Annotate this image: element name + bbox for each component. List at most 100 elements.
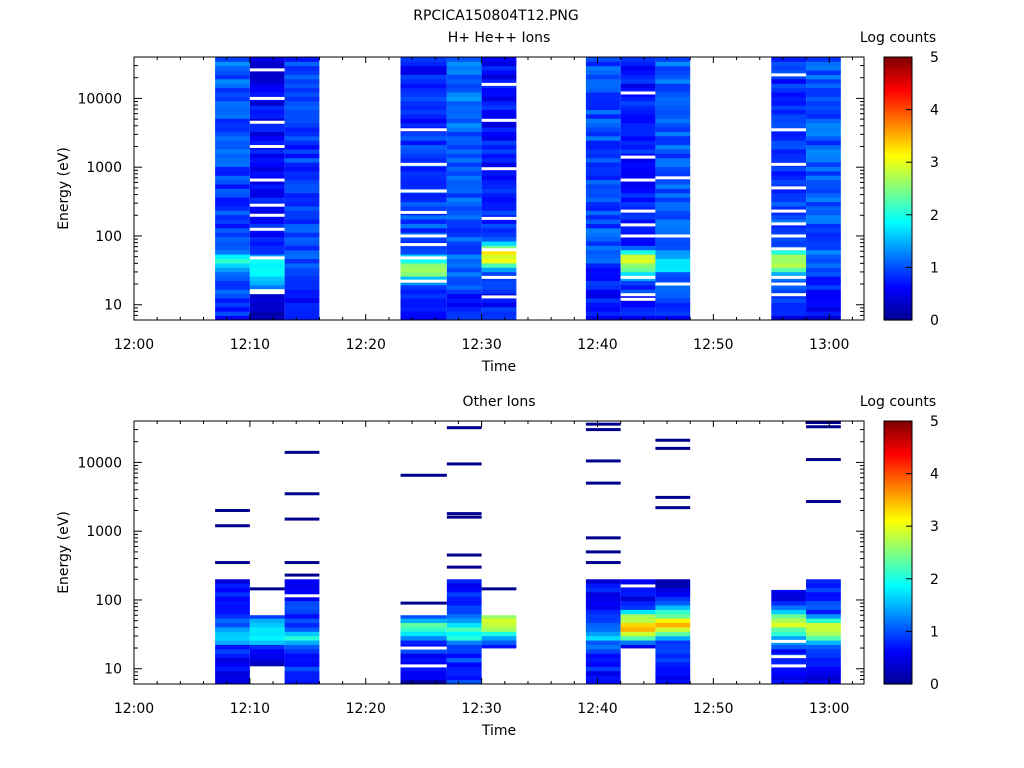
data-cell [215,214,250,220]
data-cell [771,179,807,185]
colorbar-cell [884,201,912,205]
data-cell [400,245,447,251]
data-cell [806,276,841,281]
data-line [215,561,250,565]
data-cell [806,284,841,290]
colorbar-cell [884,93,912,98]
colorbar-cell [884,235,912,240]
data-cell [446,140,482,146]
colorbar-cell [884,156,912,161]
data-cell [620,644,656,649]
data-cell [806,118,841,124]
data-cell [446,635,482,641]
data-cell [585,622,621,628]
data-cell [620,144,656,150]
data-cell [806,197,841,203]
data-cell [620,306,656,312]
colorbar-cell [884,623,912,627]
y-tick-label: 10 [104,662,122,678]
data-cell [806,70,841,75]
data-cell [400,192,447,198]
data-cell [585,153,621,159]
data-cell [806,131,841,137]
data-cell [446,227,482,233]
data-cell [620,96,656,102]
colorbar-cell [884,117,912,121]
colorbar-cell [884,552,912,556]
data-cell [284,298,320,303]
data-cell [481,206,517,211]
data-gap [620,155,656,159]
data-cell [655,188,691,194]
data-cell [655,583,691,588]
data-cell [806,298,841,303]
data-gap [771,222,807,226]
data-cell [284,109,320,115]
data-cell [446,118,482,124]
data-cell [215,583,250,588]
colorbar-cell [884,70,912,74]
data-cell [585,267,621,273]
data-cell [620,280,656,286]
data-cell [585,57,621,62]
data-cell [400,175,447,181]
data-cell [400,214,447,220]
colorbar-cell [884,557,912,561]
y-axis-label: Energy (eV) [56,147,72,230]
data-cell [806,627,841,632]
data-cell [585,306,621,312]
data-cell [215,293,250,299]
data-cell [446,258,482,264]
data-cell [481,57,517,62]
data-cell [806,227,841,233]
data-cell [481,74,517,80]
y-axis-label: Energy (eV) [56,511,72,594]
y-tick-label: 1000 [86,524,122,540]
data-cell [446,245,482,251]
data-cell [215,166,250,172]
data-cell [215,670,250,676]
data-cell [481,241,517,246]
data-cell [249,315,285,321]
colorbar-cell [884,549,912,554]
data-cell [446,179,482,185]
data-cell [215,140,250,146]
data-cell [284,315,320,321]
data-cell [585,609,621,615]
data-cell [446,127,482,132]
colorbar-cell [884,225,912,229]
data-cell [446,65,482,71]
data-cell [284,249,320,255]
colorbar-cell [884,620,912,625]
data-cell [806,179,841,185]
data-cell [400,271,447,277]
data-cell [771,591,807,597]
data-cell [446,644,482,650]
data-gap [620,275,656,279]
x-tick-label: 12:40 [577,337,617,353]
data-cell [249,192,285,198]
data-cell [284,61,320,67]
data-cell [806,662,841,667]
data-cell [215,245,250,251]
colorbar-cell [884,452,912,456]
colorbar-cell [884,204,912,208]
colorbar-cell [884,159,912,163]
data-line [655,506,691,510]
data-cell [249,241,285,246]
colorbar-cell [884,444,912,448]
data-cell [585,280,621,286]
data-cell [771,271,807,277]
data-cell [284,675,320,681]
data-cell [249,166,285,172]
data-cell [249,140,285,146]
data-cell [215,631,250,637]
data-cell [284,293,320,299]
data-cell [806,631,841,637]
data-cell [620,635,656,641]
data-cell [249,175,285,181]
data-cell [655,57,691,62]
data-line [585,459,621,463]
colorbar-cell [884,492,912,496]
data-cell [771,306,807,312]
